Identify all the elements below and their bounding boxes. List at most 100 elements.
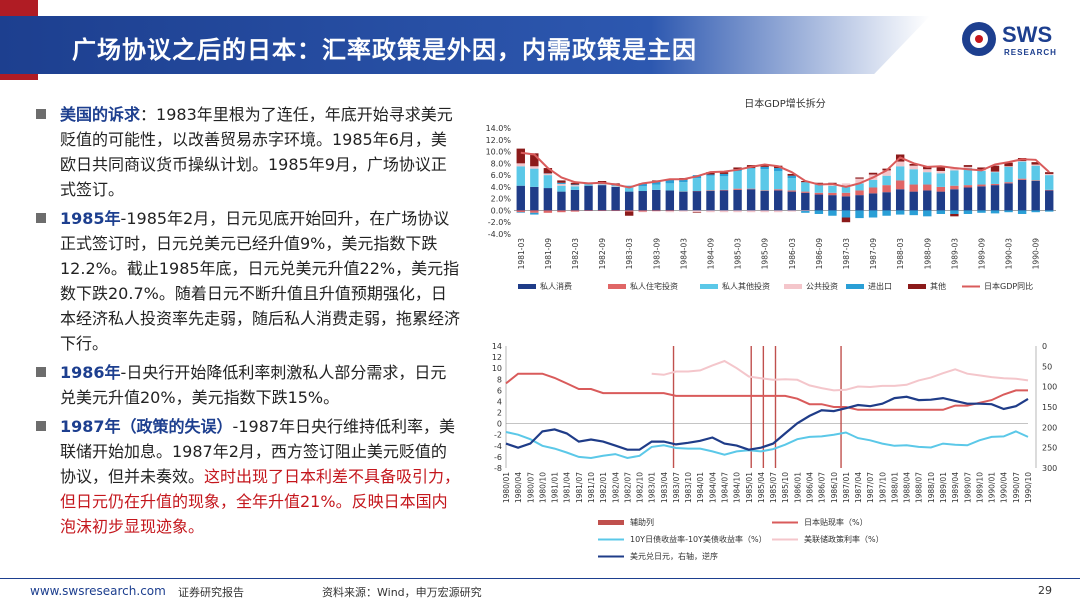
bar-segment — [950, 189, 959, 211]
x-tick-label: 1985-03 — [734, 238, 743, 270]
bar-segment — [611, 186, 620, 187]
bar-segment — [895, 189, 905, 211]
sws-logo-icon — [962, 22, 996, 56]
bar-segment — [1031, 210, 1040, 213]
legend-swatch — [700, 284, 718, 289]
bar-segment — [706, 190, 715, 192]
x-tick-label: 1990-03 — [1005, 238, 1014, 270]
x-tick-label: 1983-03 — [625, 238, 634, 270]
bar-segment — [1031, 181, 1040, 211]
gdp-decomposition-chart: 日本GDP增长拆分 14.0% 12.0% 10.0% 8.0% 6.0% 4.0% 2.0%… — [486, 97, 1056, 291]
bar-segment — [895, 180, 905, 190]
y-tick-label: 14.0% — [486, 124, 512, 133]
sws-logo: SWS RESEARCH — [962, 20, 1062, 64]
x-tick-label: 1981/07 — [575, 472, 584, 503]
bar-segment — [719, 172, 729, 174]
x-tick-label: 1984/04 — [708, 472, 717, 503]
bar-segment — [1004, 166, 1013, 167]
bar-segment — [787, 178, 796, 191]
bar-segment — [638, 183, 647, 187]
bar-segment — [814, 184, 824, 193]
bar-segment — [990, 210, 1000, 214]
x-tick-label: 1980/10 — [538, 472, 547, 503]
bar-segment — [787, 173, 796, 176]
bullet-separator: - — [120, 363, 127, 382]
right-y-tick-label: 100 — [1042, 383, 1057, 392]
bar-segment — [774, 210, 783, 213]
bar-segment — [665, 210, 675, 212]
bar-segment — [1017, 178, 1027, 180]
bar-segment — [841, 186, 851, 193]
header: 广场协议之后的日本：汇率政策是外因，内需政策是主因 SWS RESEARCH — [0, 0, 1080, 80]
bar-segment — [530, 166, 539, 169]
bar-segment — [570, 186, 580, 190]
bar-segment — [516, 166, 525, 186]
x-tick-label: 1980/04 — [514, 472, 523, 503]
bar-segment — [1031, 165, 1040, 181]
x-tick-label: 1987/04 — [854, 472, 863, 503]
bar-segment — [638, 191, 647, 211]
bar-segment — [828, 185, 837, 193]
x-tick-label: 1984-03 — [679, 238, 688, 270]
bar-segment — [841, 183, 851, 187]
footer-website-link[interactable]: www.swsresearch.com — [30, 584, 166, 598]
legend-label: 美元兑日元，右轴，逆序 — [630, 551, 718, 561]
bar-segment — [990, 171, 1000, 173]
bullet-heading: 1985年 — [60, 209, 121, 228]
bar-segment — [950, 185, 959, 190]
legend-label: 日本贴现率（%） — [804, 517, 868, 527]
bar-segment — [909, 210, 918, 216]
bar-segment — [855, 178, 864, 184]
bar-segment — [801, 211, 810, 213]
bar-segment — [895, 166, 905, 181]
series-line — [505, 430, 1029, 460]
x-tick-label: 1985/01 — [745, 472, 754, 503]
legend-label: 私人其他投资 — [722, 281, 770, 291]
bar-segment — [936, 170, 946, 174]
bar-segment — [963, 210, 973, 214]
bar-segment — [665, 190, 675, 211]
bar-segment — [936, 173, 946, 187]
bar-segment — [665, 179, 675, 184]
bar-segment — [719, 189, 729, 191]
bar-segment — [665, 183, 675, 191]
x-tick-label: 1990/01 — [988, 472, 997, 503]
x-tick-label: 1982-09 — [598, 238, 607, 270]
bar-segment — [570, 184, 580, 186]
logo-subtext: RESEARCH — [1004, 48, 1057, 57]
x-tick-label: 1981/10 — [587, 472, 596, 503]
bullet-separator: - — [120, 209, 127, 228]
x-tick-label: 1984-09 — [706, 238, 715, 270]
left-y-tick-label: 14 — [492, 342, 502, 351]
legend-label: 进出口 — [868, 281, 892, 291]
bar-segment — [570, 185, 580, 187]
bar-segment — [936, 186, 946, 192]
bar-segment — [638, 211, 647, 213]
bar-segment — [814, 192, 824, 195]
bar-segment — [977, 170, 986, 185]
bar-segment — [652, 184, 661, 190]
x-tick-label: 1982/07 — [623, 472, 632, 503]
legend-label: 私人消费 — [540, 281, 572, 291]
bar-segment — [746, 189, 756, 211]
x-tick-label: 1989-09 — [977, 238, 986, 270]
x-tick-label: 1984/10 — [733, 472, 742, 503]
bar-segment — [584, 184, 593, 186]
bar-segment — [760, 190, 769, 192]
x-tick-label: 1986/04 — [805, 472, 814, 503]
bar-segment — [950, 210, 959, 214]
y-tick-label: 12.0% — [486, 136, 512, 145]
bar-segment — [624, 191, 634, 211]
bar-segment — [1031, 164, 1040, 166]
right-y-tick-label: 150 — [1042, 403, 1057, 412]
bar-segment — [597, 210, 607, 212]
bar-segment — [597, 184, 607, 186]
x-tick-label: 1981-09 — [544, 238, 553, 270]
bar-segment — [787, 190, 796, 192]
bar-segment — [746, 168, 756, 189]
bar-segment — [963, 185, 973, 188]
bar-segment — [679, 182, 688, 192]
bar-segment — [719, 176, 729, 190]
x-tick-label: 1982/10 — [636, 472, 645, 503]
bar-segment — [706, 210, 715, 213]
